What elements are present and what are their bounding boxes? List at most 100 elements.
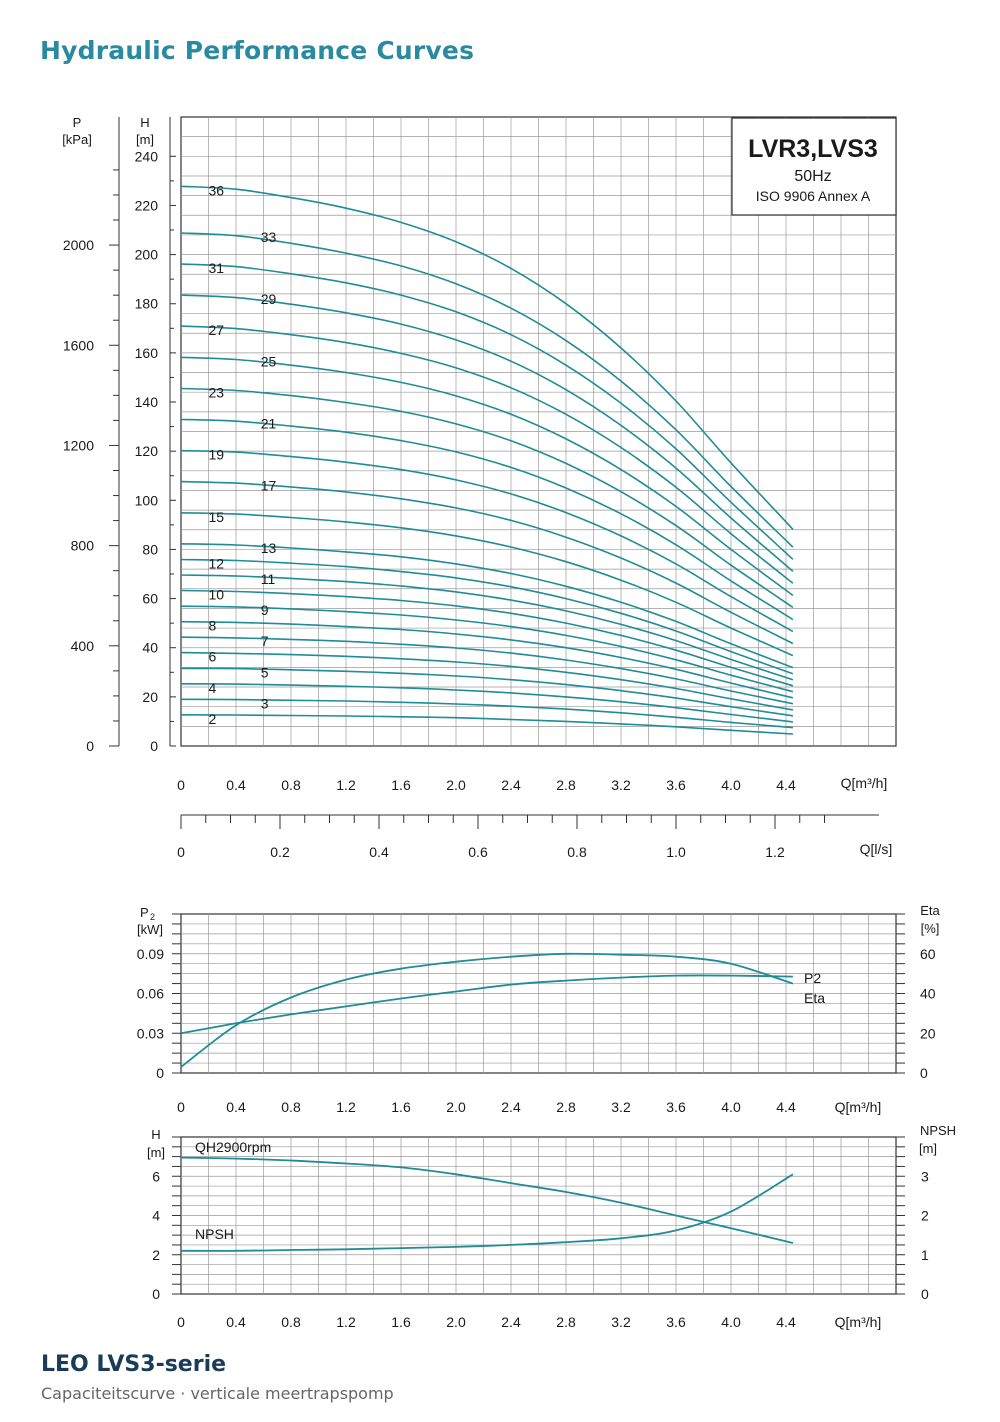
q-tick-label: 1.2 <box>336 777 356 793</box>
h-tick-label: 80 <box>142 541 158 557</box>
stage-label: 3 <box>261 695 269 711</box>
stage-label: 27 <box>209 322 225 338</box>
stage-curve <box>180 294 794 572</box>
q-tick-label: 3.2 <box>611 777 631 793</box>
q-tick-label: 0.8 <box>281 1314 301 1330</box>
q-tick-label: 2.8 <box>556 1099 576 1115</box>
stage-curve <box>180 543 794 669</box>
q-tick-label: 2.8 <box>556 1314 576 1330</box>
p2-axis-symbol: P <box>140 905 149 920</box>
q-axis-label: Q[m³/h] <box>835 1314 882 1330</box>
p-tick-label: 800 <box>71 538 95 554</box>
q-tick-label: 2.0 <box>446 777 466 793</box>
qls-tick-label: 1.2 <box>765 844 785 860</box>
h-tick-label: 120 <box>135 443 159 459</box>
page-title: Hydraulic Performance Curves <box>40 36 475 65</box>
curve-npsh <box>180 1173 794 1252</box>
q-tick-label: 4.4 <box>776 777 796 793</box>
p2-tick-label: 0.03 <box>137 1025 164 1041</box>
q-tick-label: 3.6 <box>666 1314 686 1330</box>
h-axis-symbol: H <box>140 115 149 130</box>
legend-frequency: 50Hz <box>794 168 831 185</box>
p2-axis-subscript: 2 <box>150 912 155 922</box>
q-tick-label: 2.0 <box>446 1099 466 1115</box>
curve-p2 <box>180 974 793 1035</box>
p-tick-label: 2000 <box>63 237 94 253</box>
q-tick-label: 0 <box>177 1099 185 1115</box>
series-label-npsh: NPSH <box>195 1226 234 1242</box>
stage-label: 10 <box>209 586 225 602</box>
q-tick-label: 3.6 <box>666 1099 686 1115</box>
eta-axis-label: Eta <box>920 903 940 918</box>
stage-curve <box>180 574 794 681</box>
stage-curve <box>180 232 794 548</box>
stage-label: 8 <box>209 618 217 634</box>
stage-label: 7 <box>261 633 269 649</box>
footer-subtitle: Capaciteitscurve · verticale meertrapspo… <box>41 1384 394 1403</box>
h-tick-label: 0 <box>150 738 158 754</box>
stage-label: 23 <box>209 385 225 401</box>
footer-title: LEO LVS3-serie <box>41 1352 227 1377</box>
p2-tick-label: 0.06 <box>137 986 164 1002</box>
eta-tick-label: 60 <box>920 946 936 962</box>
eta-axis-unit: [%] <box>921 921 940 936</box>
stage-curve <box>180 698 793 729</box>
h-tick-label: 20 <box>142 689 158 705</box>
stage-label: 13 <box>261 540 277 556</box>
p-axis-symbol: P <box>73 115 82 130</box>
stage-curve <box>180 418 794 621</box>
stage-curve <box>180 185 794 530</box>
q-tick-label: 0.8 <box>281 777 301 793</box>
q-tick-label: 4.0 <box>721 1099 741 1115</box>
stage-curve <box>180 263 794 560</box>
legend-model: LVR3,LVS3 <box>748 135 878 163</box>
h-tick-label: 240 <box>135 148 159 164</box>
npsh-tick-label: 3 <box>921 1168 929 1184</box>
stage-label: 17 <box>261 478 277 494</box>
q-tick-label: 1.2 <box>336 1314 356 1330</box>
stage-label: 15 <box>209 509 225 525</box>
qls-tick-label: 0.8 <box>567 844 587 860</box>
q-tick-label: 2.0 <box>446 1314 466 1330</box>
q-tick-label: 0.4 <box>226 1099 246 1115</box>
power-efficiency-chart: 0 0.4 0.8 1.2 1.6 2.0 2.4 2.8 3.2 3.6 4.0 4.4 Q[m³/h… <box>137 903 941 1115</box>
q-tick-label: 3.6 <box>666 777 686 793</box>
h-tick-label: 2 <box>152 1247 160 1263</box>
eta-tick-label: 0 <box>920 1065 928 1081</box>
h-tick-label: 6 <box>152 1168 160 1184</box>
npsh-tick-label: 0 <box>921 1286 929 1302</box>
qls-tick-label: 0.6 <box>468 844 488 860</box>
q-tick-label: 0.8 <box>281 1099 301 1115</box>
h-axis-unit: [m] <box>136 132 154 147</box>
q-tick-label: 0.4 <box>226 1314 246 1330</box>
qls-tick-label: 1.0 <box>666 844 686 860</box>
qls-tick-label: 0.4 <box>369 844 389 860</box>
p2-tick-label: 0 <box>156 1065 164 1081</box>
q-tick-label: 4.4 <box>776 1314 796 1330</box>
q-tick-label: 2.4 <box>501 1099 521 1115</box>
h-axis-label: H <box>151 1127 160 1142</box>
q-tick-label: 4.0 <box>721 777 741 793</box>
legend-standard: ISO 9906 Annex A <box>756 188 871 204</box>
stage-curve <box>180 714 793 735</box>
stage-label: 21 <box>261 415 277 431</box>
legend-box <box>731 117 897 216</box>
series-label-qh: QH2900rpm <box>195 1139 271 1155</box>
curve-qh2900rpm <box>180 1156 794 1244</box>
h-tick-label: 60 <box>142 591 158 607</box>
curve-eta <box>180 952 794 1068</box>
stage-curve <box>180 512 794 657</box>
npsh-axis-label: NPSH <box>920 1123 956 1138</box>
h-tick-label: 40 <box>142 640 158 656</box>
stage-curve <box>180 651 794 711</box>
q-axis-label: Q[m³/h] <box>835 1099 882 1115</box>
stage-label: 12 <box>209 556 225 572</box>
p2-axis-unit: [kW] <box>137 922 163 937</box>
p2-tick-label: 0.09 <box>137 946 164 962</box>
stage-label: 5 <box>261 664 269 680</box>
h-tick-label: 4 <box>152 1208 160 1224</box>
stage-label: 19 <box>209 447 225 463</box>
qls-tick-label: 0 <box>177 844 185 860</box>
